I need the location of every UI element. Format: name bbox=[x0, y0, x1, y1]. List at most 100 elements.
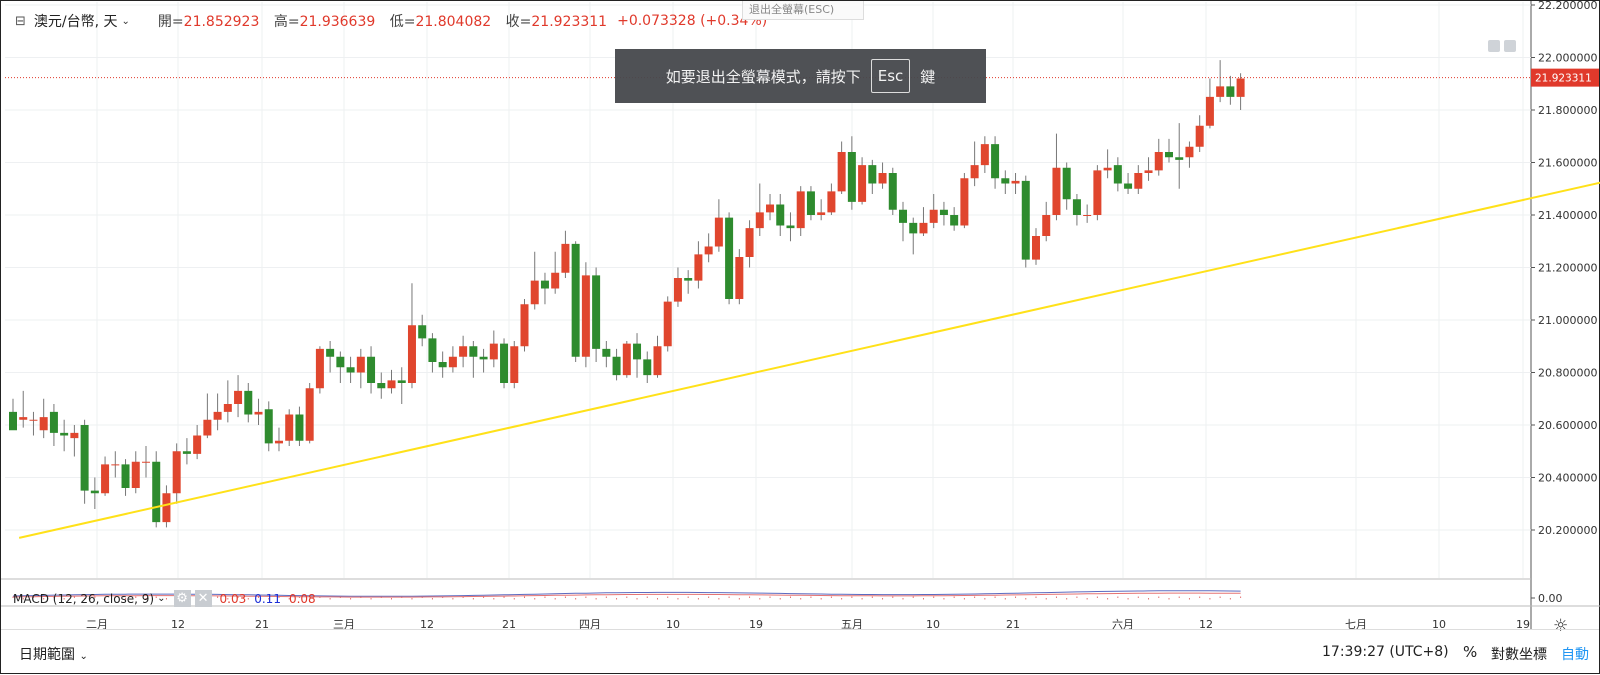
candle-body bbox=[407, 325, 416, 383]
candle-body bbox=[1042, 215, 1051, 236]
candle-body bbox=[469, 346, 478, 357]
price-tick-label: 20.800000 bbox=[1538, 367, 1598, 380]
percent-scale-button[interactable]: % bbox=[1463, 643, 1478, 661]
scale-down-button[interactable] bbox=[1488, 40, 1500, 52]
candle-body bbox=[172, 451, 181, 494]
close-icon[interactable]: ✕ bbox=[194, 590, 212, 607]
time-tick-label: 12 bbox=[420, 618, 434, 631]
settings-icon[interactable]: ☼ bbox=[1553, 616, 1569, 636]
date-range-label: 日期範圍 bbox=[19, 647, 75, 663]
clock-label[interactable]: 17:39:27 (UTC+8) bbox=[1322, 644, 1449, 660]
trend-line[interactable] bbox=[18, 170, 1600, 539]
time-tick-label: 12 bbox=[1199, 618, 1213, 631]
high-value: 21.936639 bbox=[299, 14, 376, 30]
toast-text: 如要退出全螢幕模式，請按下 bbox=[665, 67, 861, 86]
candle-body bbox=[428, 338, 437, 362]
open-label: 開= bbox=[157, 14, 184, 30]
macd-label[interactable]: MACD (12, 26, close, 9) bbox=[13, 591, 155, 606]
candle-body bbox=[633, 343, 642, 360]
candle-body bbox=[1154, 152, 1163, 171]
macd-value-signal: 0.08 bbox=[288, 591, 316, 606]
candle-body bbox=[530, 280, 539, 305]
candle-body bbox=[612, 356, 621, 376]
candle-body bbox=[1164, 152, 1173, 158]
low-value: 21.804082 bbox=[415, 14, 492, 30]
candle-body bbox=[960, 178, 969, 226]
candle-body bbox=[1021, 180, 1030, 260]
time-tick-label: 12 bbox=[171, 618, 185, 631]
price-tick-label: 21.600000 bbox=[1538, 157, 1598, 170]
candle-body bbox=[735, 257, 744, 299]
chevron-down-icon[interactable]: ⌄ bbox=[157, 593, 166, 604]
price-tick-label: 21.800000 bbox=[1538, 104, 1598, 117]
chevron-down-icon[interactable]: ⌄ bbox=[121, 15, 130, 27]
candle-body bbox=[602, 348, 611, 357]
log-scale-button[interactable]: 對數坐標 bbox=[1491, 647, 1547, 663]
candle-body bbox=[479, 356, 488, 360]
candle-body bbox=[162, 493, 171, 523]
candle-body bbox=[1001, 178, 1010, 184]
candle-body bbox=[888, 173, 897, 210]
candle-body bbox=[540, 280, 549, 289]
candle-body bbox=[868, 165, 877, 184]
candle-body bbox=[203, 419, 212, 436]
time-tick-label: 10 bbox=[1432, 618, 1446, 631]
auto-scale-button[interactable]: 自動 bbox=[1561, 647, 1589, 663]
macd-value-histogram: 0.03 bbox=[219, 591, 247, 606]
candle-body bbox=[704, 246, 713, 255]
gear-icon[interactable]: ⚙ bbox=[173, 590, 191, 607]
candle-body bbox=[356, 356, 365, 373]
candle-body bbox=[80, 425, 89, 491]
candle-body bbox=[387, 380, 396, 389]
candle-body bbox=[49, 411, 58, 433]
candle-body bbox=[929, 209, 938, 223]
candle-body bbox=[101, 464, 110, 494]
candle-body bbox=[551, 272, 560, 289]
candle-body bbox=[858, 165, 867, 202]
candle-body bbox=[213, 411, 222, 420]
candle-body bbox=[909, 222, 918, 234]
close-value: 21.923311 bbox=[531, 14, 608, 30]
candle-body bbox=[1134, 173, 1143, 189]
candle-body bbox=[489, 343, 498, 360]
candle-body bbox=[622, 343, 631, 376]
candle-body bbox=[776, 204, 785, 226]
candle-body bbox=[970, 165, 979, 179]
time-tick-label: 三月 bbox=[333, 618, 355, 631]
macd-legend: MACD (12, 26, close, 9) ⌄ ⚙ ✕ 0.03 0.11 … bbox=[13, 590, 316, 607]
esc-key-label: Esc bbox=[870, 59, 911, 93]
ohlc-values: 開=21.852923 高=21.936639 低=21.804082 收=21… bbox=[158, 11, 607, 31]
candle-body bbox=[745, 228, 754, 257]
candle-body bbox=[1185, 146, 1194, 158]
time-tick-label: 七月 bbox=[1345, 618, 1367, 631]
candle-body bbox=[1103, 167, 1112, 171]
exit-fullscreen-button[interactable]: 退出全螢幕(ESC) bbox=[742, 1, 864, 20]
candle-body bbox=[1011, 180, 1020, 184]
candle-body bbox=[1216, 86, 1225, 97]
symbol-label[interactable]: 澳元/台幣, 天 bbox=[33, 14, 118, 30]
candle-body bbox=[315, 348, 324, 389]
time-tick-label: 10 bbox=[666, 618, 680, 631]
date-range-button[interactable]: 日期範圍 ⌄ bbox=[19, 644, 88, 664]
candle-body bbox=[19, 417, 28, 420]
candle-body bbox=[274, 440, 283, 444]
candle-body bbox=[193, 435, 202, 454]
scale-up-button[interactable] bbox=[1504, 40, 1516, 52]
candle-body bbox=[561, 243, 570, 273]
candle-body bbox=[1113, 165, 1122, 184]
candle-body bbox=[1226, 86, 1235, 97]
candle-body bbox=[234, 390, 243, 404]
candle-body bbox=[326, 348, 335, 357]
candle-body bbox=[827, 191, 836, 213]
collapse-icon[interactable]: ⊟ bbox=[15, 13, 26, 29]
candle-body bbox=[438, 362, 447, 368]
close-label: 收= bbox=[505, 14, 532, 30]
candle-body bbox=[448, 356, 457, 368]
candle-body bbox=[725, 217, 734, 299]
candle-body bbox=[121, 464, 130, 488]
candle-body bbox=[796, 191, 805, 229]
price-tick-label: 22.200000 bbox=[1538, 1, 1598, 12]
candle-body bbox=[581, 275, 590, 357]
candle-body bbox=[714, 217, 723, 247]
